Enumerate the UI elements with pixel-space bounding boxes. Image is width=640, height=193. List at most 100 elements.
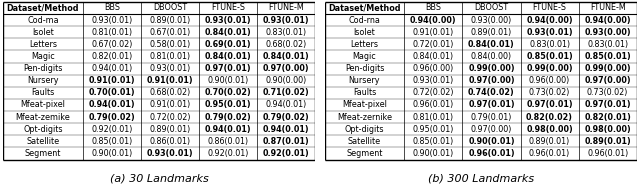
Text: 0.84(0.01): 0.84(0.01) <box>205 52 252 61</box>
Text: Segment: Segment <box>25 149 61 158</box>
Text: 0.97(0.01): 0.97(0.01) <box>205 64 252 73</box>
Text: 0.93(0.01): 0.93(0.01) <box>92 16 132 25</box>
Text: 0.91(0.01): 0.91(0.01) <box>413 28 454 37</box>
Text: 0.97(0.00): 0.97(0.00) <box>584 76 631 85</box>
Text: 0.89(0.01): 0.89(0.01) <box>471 28 512 37</box>
Text: 0.90(0.01): 0.90(0.01) <box>413 149 454 158</box>
Text: 0.86(0.01): 0.86(0.01) <box>149 137 191 146</box>
Text: 0.96(0.01): 0.96(0.01) <box>587 149 628 158</box>
Text: 0.94(0.01): 0.94(0.01) <box>92 64 132 73</box>
Text: Letters: Letters <box>351 40 378 49</box>
Text: Cod-ma: Cod-ma <box>27 16 59 25</box>
Text: 0.93(0.00): 0.93(0.00) <box>471 16 512 25</box>
Text: Dataset/Method: Dataset/Method <box>328 3 401 13</box>
Text: FTUNE-M: FTUNE-M <box>268 3 304 13</box>
Text: 0.97(0.00): 0.97(0.00) <box>263 64 310 73</box>
Text: 0.82(0.01): 0.82(0.01) <box>92 52 132 61</box>
Text: Satellite: Satellite <box>26 137 60 146</box>
Text: Magic: Magic <box>31 52 55 61</box>
Text: 0.81(0.01): 0.81(0.01) <box>413 113 454 122</box>
Text: 0.98(0.00): 0.98(0.00) <box>526 125 573 134</box>
Text: 0.79(0.02): 0.79(0.02) <box>263 113 310 122</box>
Text: Faults: Faults <box>31 88 54 97</box>
Text: 0.58(0.01): 0.58(0.01) <box>149 40 191 49</box>
Text: 0.89(0.01): 0.89(0.01) <box>529 137 570 146</box>
Text: BBS: BBS <box>426 3 442 13</box>
Text: 0.96(0.01): 0.96(0.01) <box>529 149 570 158</box>
Text: 0.86(0.01): 0.86(0.01) <box>207 137 249 146</box>
Text: 0.70(0.01): 0.70(0.01) <box>88 88 135 97</box>
Text: 0.81(0.01): 0.81(0.01) <box>149 52 191 61</box>
Text: 0.89(0.01): 0.89(0.01) <box>149 16 191 25</box>
Text: 0.79(0.02): 0.79(0.02) <box>88 113 135 122</box>
Text: (a) 30 Landmarks: (a) 30 Landmarks <box>110 174 209 184</box>
Text: 0.94(0.01): 0.94(0.01) <box>263 125 310 134</box>
Text: 0.95(0.01): 0.95(0.01) <box>413 125 454 134</box>
Text: Mfeat-pixel: Mfeat-pixel <box>342 101 387 109</box>
Text: FTUNE-S: FTUNE-S <box>532 3 566 13</box>
Text: 0.97(0.01): 0.97(0.01) <box>468 101 515 109</box>
Text: 0.94(0.01): 0.94(0.01) <box>205 125 252 134</box>
Text: 0.72(0.01): 0.72(0.01) <box>413 40 454 49</box>
Text: 0.90(0.01): 0.90(0.01) <box>92 149 132 158</box>
Text: Isolet: Isolet <box>354 28 375 37</box>
Text: 0.84(0.01): 0.84(0.01) <box>468 40 515 49</box>
Text: 0.92(0.01): 0.92(0.01) <box>91 125 132 134</box>
Text: 0.99(0.00): 0.99(0.00) <box>468 64 515 73</box>
Text: 0.67(0.01): 0.67(0.01) <box>149 28 191 37</box>
Text: Segment: Segment <box>346 149 383 158</box>
Text: Mfeat-zernike: Mfeat-zernike <box>337 113 392 122</box>
Text: Pen-digits: Pen-digits <box>345 64 384 73</box>
Text: 0.79(0.01): 0.79(0.01) <box>471 113 512 122</box>
Text: 0.84(0.01): 0.84(0.01) <box>263 52 310 61</box>
Text: 0.97(0.00): 0.97(0.00) <box>471 125 512 134</box>
Text: 0.84(0.00): 0.84(0.00) <box>471 52 512 61</box>
Text: Magic: Magic <box>353 52 376 61</box>
Text: Dataset/Method: Dataset/Method <box>7 3 79 13</box>
Text: 0.68(0.02): 0.68(0.02) <box>266 40 307 49</box>
Text: 0.93(0.01): 0.93(0.01) <box>147 149 193 158</box>
Text: 0.94(0.00): 0.94(0.00) <box>584 16 631 25</box>
Text: 0.97(0.01): 0.97(0.01) <box>584 101 631 109</box>
Text: 0.85(0.01): 0.85(0.01) <box>92 137 132 146</box>
Text: 0.96(0.00): 0.96(0.00) <box>529 76 570 85</box>
Text: 0.91(0.01): 0.91(0.01) <box>88 76 135 85</box>
Text: 0.83(0.01): 0.83(0.01) <box>529 40 570 49</box>
Text: Pen-digits: Pen-digits <box>23 64 63 73</box>
Text: Satellite: Satellite <box>348 137 381 146</box>
Text: 0.74(0.02): 0.74(0.02) <box>468 88 515 97</box>
Text: Faults: Faults <box>353 88 376 97</box>
Text: 0.90(0.00): 0.90(0.00) <box>266 76 307 85</box>
Text: 0.84(0.01): 0.84(0.01) <box>413 52 454 61</box>
Text: 0.97(0.01): 0.97(0.01) <box>526 101 573 109</box>
Text: 0.97(0.00): 0.97(0.00) <box>468 76 515 85</box>
Text: 0.72(0.02): 0.72(0.02) <box>149 113 191 122</box>
Text: 0.93(0.01): 0.93(0.01) <box>263 16 310 25</box>
Text: DBOOST: DBOOST <box>474 3 509 13</box>
Text: DBOOST: DBOOST <box>153 3 187 13</box>
Text: 0.72(0.02): 0.72(0.02) <box>413 88 454 97</box>
Text: 0.87(0.01): 0.87(0.01) <box>263 137 310 146</box>
Text: Letters: Letters <box>29 40 57 49</box>
Text: Nursery: Nursery <box>28 76 59 85</box>
Text: 0.85(0.01): 0.85(0.01) <box>413 137 454 146</box>
Text: 0.84(0.01): 0.84(0.01) <box>205 28 252 37</box>
Text: 0.67(0.02): 0.67(0.02) <box>91 40 132 49</box>
Text: 0.92(0.01): 0.92(0.01) <box>207 149 249 158</box>
Text: 0.82(0.02): 0.82(0.02) <box>526 113 573 122</box>
Text: Opt-digits: Opt-digits <box>23 125 63 134</box>
Text: Opt-digits: Opt-digits <box>345 125 384 134</box>
Text: Mfeat-zemike: Mfeat-zemike <box>15 113 70 122</box>
Text: FTUNE-S: FTUNE-S <box>211 3 245 13</box>
Text: 0.92(0.01): 0.92(0.01) <box>263 149 310 158</box>
Text: BBS: BBS <box>104 3 120 13</box>
Text: Cod-rna: Cod-rna <box>349 16 380 25</box>
Text: Isolet: Isolet <box>32 28 54 37</box>
Text: 0.93(0.01): 0.93(0.01) <box>526 28 573 37</box>
Text: 0.68(0.02): 0.68(0.02) <box>149 88 191 97</box>
Text: 0.94(0.00): 0.94(0.00) <box>410 16 457 25</box>
Text: 0.93(0.01): 0.93(0.01) <box>149 64 191 73</box>
Text: 0.81(0.01): 0.81(0.01) <box>92 28 132 37</box>
Text: 0.94(0.01): 0.94(0.01) <box>266 101 307 109</box>
Text: 0.90(0.01): 0.90(0.01) <box>207 76 249 85</box>
